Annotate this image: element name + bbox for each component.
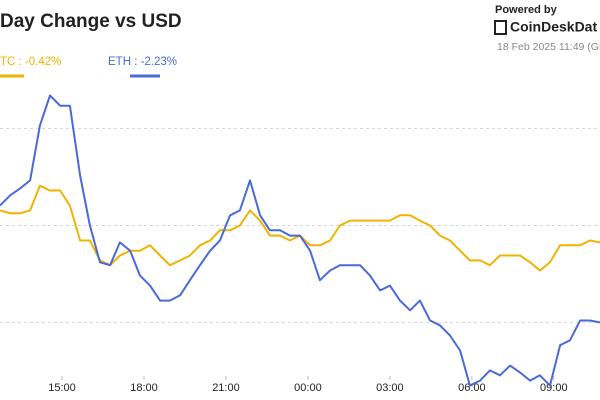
chart-title: Day Change vs USD bbox=[0, 11, 182, 32]
brand-logo bbox=[494, 20, 507, 35]
x-tick-label: 18:00 bbox=[130, 382, 158, 394]
x-tick-label: 03:00 bbox=[376, 382, 404, 394]
x-tick-label: 15:00 bbox=[48, 382, 76, 394]
x-tick-label: 00:00 bbox=[294, 382, 322, 394]
legend-label: ETH : -2.23% bbox=[108, 56, 177, 68]
brand: CoinDeskDat bbox=[510, 19, 597, 35]
x-tick-label: 09:00 bbox=[540, 382, 568, 394]
timestamp: 18 Feb 2025 11:49 (GM bbox=[497, 41, 600, 53]
x-tick-label: 06:00 bbox=[458, 382, 486, 394]
series-line bbox=[0, 94, 600, 387]
legend-label: TC : -0.42% bbox=[0, 56, 61, 68]
x-tick-label: 21:00 bbox=[212, 382, 240, 394]
powered-by: Powered by bbox=[495, 4, 558, 16]
